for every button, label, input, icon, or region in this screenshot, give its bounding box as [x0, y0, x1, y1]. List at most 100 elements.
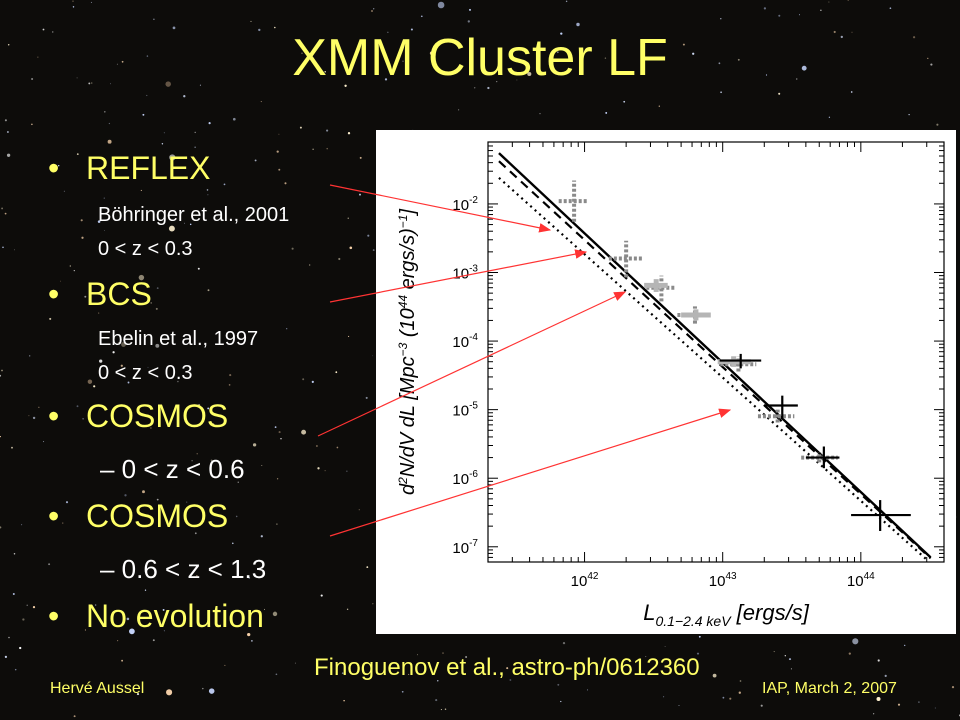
- star: [286, 328, 288, 330]
- star: [38, 406, 40, 408]
- star: [820, 9, 822, 11]
- luminosity-function-plot-panel: 1042 1043 1044 10-2 10-3 10-4 10-5 10-6 10-7 L0.1…: [376, 130, 956, 634]
- data-point-bcs: [681, 309, 711, 321]
- y-tick-label: 10-6: [452, 469, 478, 488]
- bullet-reflex-range: 0 < z < 0.3: [98, 238, 193, 260]
- star: [150, 302, 153, 304]
- bullet-bcs-ref: Ebelin et al., 1997: [98, 328, 259, 350]
- star: [560, 32, 563, 35]
- star: [21, 524, 23, 526]
- star: [410, 28, 413, 31]
- star: [315, 445, 318, 447]
- star: [373, 8, 375, 10]
- star: [108, 122, 111, 125]
- star: [104, 111, 106, 113]
- star: [645, 656, 647, 658]
- star: [260, 535, 263, 538]
- star: [722, 696, 725, 699]
- bullet-cosmos-2: • COSMOS: [48, 498, 228, 535]
- bullet-glyph: •: [48, 150, 60, 186]
- star: [760, 704, 763, 707]
- bullet-no-evolution: • No evolution: [48, 598, 264, 635]
- star: [444, 708, 447, 710]
- star: [72, 0, 74, 2]
- star: [372, 603, 374, 605]
- star: [335, 371, 338, 374]
- star: [311, 380, 314, 383]
- star: [196, 575, 198, 577]
- star: [161, 143, 164, 145]
- star: [763, 7, 767, 10]
- star: [87, 379, 93, 384]
- star: [720, 91, 722, 94]
- star: [682, 43, 685, 46]
- star: [336, 446, 339, 449]
- star: [473, 87, 476, 89]
- star: [346, 470, 348, 472]
- star: [401, 690, 404, 693]
- star: [84, 629, 86, 631]
- star: [347, 217, 349, 219]
- star: [153, 18, 155, 20]
- star: [28, 415, 30, 417]
- bullet-glyph: •: [48, 276, 60, 312]
- star: [367, 234, 370, 237]
- star: [208, 122, 211, 125]
- star: [196, 453, 198, 455]
- star: [442, 652, 444, 654]
- model-line-dashed: [498, 160, 932, 560]
- star: [712, 673, 717, 678]
- star: [0, 436, 1, 438]
- star: [605, 111, 608, 114]
- star: [408, 673, 410, 675]
- footer-author: Hervé Aussel: [50, 680, 145, 697]
- star: [120, 364, 123, 367]
- star: [248, 577, 251, 579]
- star: [107, 139, 112, 144]
- star: [927, 57, 929, 60]
- star: [94, 604, 97, 606]
- star: [194, 532, 197, 535]
- bullet-cosmos-1: • COSMOS: [48, 398, 228, 435]
- star: [210, 459, 213, 462]
- star: [912, 36, 916, 39]
- star: [516, 79, 518, 81]
- star: [560, 700, 562, 703]
- star: [372, 249, 375, 252]
- star: [29, 355, 31, 357]
- star: [126, 617, 130, 621]
- star: [202, 687, 204, 690]
- star: [851, 31, 853, 33]
- star: [232, 117, 236, 121]
- star: [274, 426, 277, 428]
- star: [864, 689, 866, 692]
- star: [37, 56, 39, 58]
- star: [49, 317, 52, 320]
- star: [169, 154, 176, 161]
- star: [359, 156, 362, 159]
- star: [299, 126, 302, 129]
- star: [801, 65, 807, 71]
- star: [224, 664, 226, 666]
- star: [420, 15, 423, 18]
- star: [146, 94, 148, 97]
- star: [788, 658, 792, 661]
- star: [1, 369, 3, 372]
- star: [344, 84, 347, 87]
- star: [72, 6, 75, 8]
- star: [206, 189, 209, 191]
- star: [934, 707, 936, 709]
- star: [118, 342, 120, 344]
- star: [276, 150, 279, 153]
- bullet-glyph: •: [48, 398, 60, 434]
- bullet-label: COSMOS: [86, 498, 229, 534]
- star: [439, 71, 441, 73]
- star: [13, 249, 15, 251]
- y-tick-label: 10-3: [452, 263, 478, 282]
- star: [320, 594, 323, 597]
- star: [696, 652, 700, 655]
- star: [850, 91, 853, 93]
- star: [48, 563, 51, 566]
- star: [6, 131, 9, 133]
- star: [197, 267, 200, 270]
